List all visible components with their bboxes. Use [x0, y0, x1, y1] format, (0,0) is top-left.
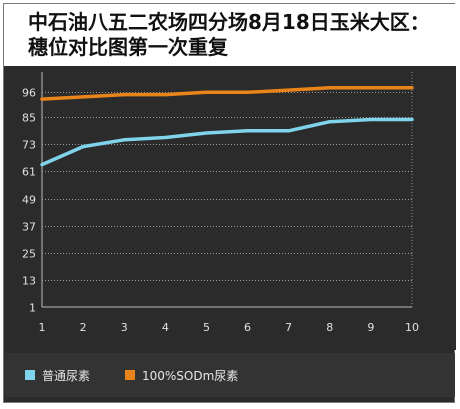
data-point-series-1: [81, 145, 85, 149]
legend: 普通尿素 100%SODm尿素: [5, 353, 455, 397]
chart-frame: 中石油八五二农场四分场8月18日玉米大区：穗位对比图第一次重复 1 13 25 37 4…: [3, 3, 456, 403]
data-point-series-2: [246, 90, 250, 94]
data-point-series-1: [328, 120, 332, 124]
series-line-2: [40, 86, 414, 101]
legend-label-series-1: 普通尿素: [42, 369, 91, 383]
data-point-series-2: [328, 86, 332, 90]
title-area: 中石油八五二农场四分场8月18日玉米大区：穗位对比图第一次重复: [4, 4, 456, 66]
x-tick-label: 7: [285, 321, 292, 334]
x-tick-label: 8: [326, 321, 333, 334]
grid-layer: [41, 72, 413, 308]
data-point-series-1: [204, 131, 208, 135]
series-layer: [40, 86, 414, 167]
y-tick-labels: 1 13 25 37 49 61 73 85 96: [22, 87, 36, 315]
data-point-series-2: [122, 93, 126, 97]
legend-swatch-series-2: [125, 370, 135, 380]
x-tick-label: 5: [203, 321, 210, 334]
data-point-series-1: [287, 129, 291, 133]
data-point-series-2: [410, 86, 414, 90]
x-tick-label: 2: [80, 321, 87, 334]
data-point-series-1: [163, 136, 167, 139]
y-tick-label: 49: [22, 194, 36, 207]
y-tick-label: 85: [22, 112, 36, 125]
y-tick-label: 1: [29, 302, 36, 315]
data-point-series-1: [369, 118, 373, 121]
data-point-series-1: [246, 129, 250, 133]
x-tick-label: 9: [367, 321, 374, 334]
data-point-series-1: [40, 163, 44, 167]
x-tick-label: 6: [244, 321, 251, 334]
legend-label-series-2: 100%SODm尿素: [142, 369, 239, 383]
y-tick-label: 61: [22, 166, 36, 179]
y-tick-label: 37: [22, 221, 36, 234]
chart-plot: 1 13 25 37 49 61 73 85 96 1 2 3 4 5 6 7 8 9 10: [4, 66, 456, 350]
data-point-series-1: [122, 138, 126, 142]
x-tick-label: 3: [121, 321, 128, 334]
data-point-series-1: [410, 118, 414, 121]
legend-item-series-2[interactable]: 100%SODm尿素: [125, 367, 255, 383]
y-tick-label: 13: [22, 275, 36, 288]
y-tick-label: 73: [22, 139, 36, 152]
data-point-series-2: [369, 86, 373, 90]
x-tick-label: 1: [39, 321, 46, 334]
x-tick-label: 4: [162, 321, 169, 334]
x-tick-labels: 1 2 3 4 5 6 7 8 9 10: [39, 321, 420, 334]
data-point-series-2: [287, 88, 291, 92]
chart-title: 中石油八五二农场四分场8月18日玉米大区：穗位对比图第一次重复: [28, 10, 430, 59]
y-tick-label: 25: [22, 248, 36, 261]
legend-item-series-1[interactable]: 普通尿素: [25, 367, 115, 383]
data-point-series-2: [163, 93, 167, 97]
data-point-series-2: [204, 90, 208, 94]
legend-swatch-series-1: [25, 370, 35, 380]
y-tick-label: 96: [22, 87, 36, 100]
x-tick-label: 10: [405, 321, 419, 334]
data-point-series-2: [40, 97, 44, 101]
series-line-1: [40, 117, 414, 167]
data-point-series-2: [81, 95, 85, 99]
plot-background: [4, 66, 456, 350]
